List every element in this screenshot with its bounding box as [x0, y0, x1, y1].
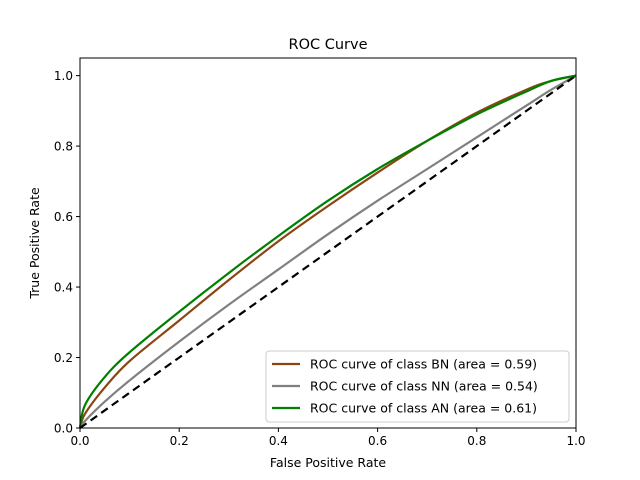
- x-axis-label: False Positive Rate: [270, 455, 386, 470]
- x-axis-ticks: 0.0 0.2 0.4 0.6 0.8 1.0: [70, 428, 586, 448]
- y-tick-label: 0.2: [54, 351, 73, 365]
- y-axis-ticks: 0.0 0.2 0.4 0.6 0.8 1.0: [54, 69, 80, 436]
- chance-reference-line: [79, 74, 577, 429]
- roc-series-line-1: [79, 74, 577, 429]
- y-tick-label: 0.0: [54, 422, 73, 436]
- y-axis-label: True Positive Rate: [27, 187, 42, 300]
- y-tick-label: 1.0: [54, 69, 73, 83]
- x-tick-label: 0.6: [368, 434, 387, 448]
- x-tick-label: 0.0: [70, 434, 89, 448]
- y-tick-label: 0.6: [54, 210, 73, 224]
- x-tick-label: 0.8: [467, 434, 486, 448]
- y-tick-label: 0.8: [54, 140, 73, 154]
- x-tick-label: 0.4: [269, 434, 288, 448]
- legend-label: ROC curve of class NN (area = 0.54): [310, 379, 538, 394]
- legend: ROC curve of class BN (area = 0.59) ROC c…: [265, 350, 570, 423]
- y-tick-label: 0.4: [54, 281, 73, 295]
- x-tick-label: 1.0: [566, 434, 585, 448]
- chart-title: ROC Curve: [289, 37, 368, 53]
- legend-label: ROC curve of class AN (area = 0.61): [310, 401, 537, 416]
- plot-frame: [79, 57, 577, 429]
- plot-area: [78, 74, 577, 429]
- legend-box: [265, 350, 570, 423]
- roc-series-line-0: [78, 74, 577, 429]
- roc-series-line-2: [78, 74, 577, 429]
- x-tick-label: 0.2: [170, 434, 189, 448]
- legend-label: ROC curve of class BN (area = 0.59): [310, 357, 537, 372]
